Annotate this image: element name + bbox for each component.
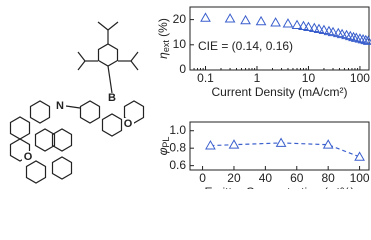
bond (97, 21, 109, 31)
plot-frame (189, 121, 370, 171)
x-tick-label: 60 (290, 171, 304, 185)
triangle-marker (318, 24, 330, 35)
x-tick-label: 40 (259, 171, 273, 185)
y-tick-label: 1.0 (169, 123, 186, 137)
atom-label: B (108, 92, 116, 104)
triangle-marker (348, 31, 359, 42)
x-tick-label: 1 (254, 71, 261, 85)
triangle-marker (344, 30, 356, 41)
y-tick-label: 20 (173, 12, 187, 26)
ring (79, 100, 101, 124)
bond (130, 51, 139, 62)
triangle-marker (298, 20, 309, 31)
triangle-marker (282, 18, 294, 28)
triangle-marker (240, 14, 251, 25)
triangle-marker (224, 13, 236, 23)
triangle-marker (303, 21, 314, 32)
x-tick-label: 20 (227, 171, 241, 185)
ring (29, 100, 51, 124)
ring (51, 156, 73, 180)
x-tick-label: 80 (321, 171, 335, 185)
ring (51, 128, 73, 152)
x-tick-label: 10 (302, 71, 316, 85)
y-axis-label: ηext (%) (156, 18, 171, 59)
y-axis-label-part: η (156, 52, 170, 59)
bond (77, 60, 86, 71)
bond (107, 65, 113, 94)
bond (65, 105, 81, 109)
y-tick-label: 0 (179, 62, 186, 76)
triangle-marker (313, 23, 325, 34)
ring (9, 138, 31, 162)
triangle-marker (322, 139, 334, 149)
ring (97, 43, 119, 67)
y-tick-label: 0.8 (169, 140, 186, 154)
triangle-marker (200, 12, 211, 22)
ring (101, 113, 123, 137)
bond (130, 60, 139, 71)
atom-label: N (56, 100, 64, 112)
triangle-marker (357, 34, 369, 44)
triangle-marker (270, 17, 281, 27)
y-tick-label: 0.6 (169, 158, 186, 172)
triangle-marker (275, 137, 287, 147)
atom-label: O (124, 118, 133, 130)
bond (77, 51, 86, 62)
atom-label: O (24, 151, 33, 163)
annotation: CIE = (0.14, 0.16) (198, 39, 293, 53)
triangle-marker (354, 33, 366, 43)
ring (34, 128, 56, 152)
molecule (9, 21, 145, 184)
triangle-marker (205, 140, 216, 150)
triangle-marker (354, 151, 365, 161)
triangle-marker (228, 139, 240, 149)
x-axis-label: Emitter Concentration (wt%) (204, 185, 354, 189)
x-axis-label: Current Density (mA/cm²) (211, 85, 347, 99)
triangle-marker (291, 19, 303, 30)
x-tick-label: 0 (199, 171, 206, 185)
y-axis-label-part: φ (156, 147, 170, 155)
triangle-marker (362, 35, 371, 45)
y-tick-label: 10 (173, 37, 187, 51)
y-axis-label-part: ext (161, 40, 171, 53)
bond (107, 21, 119, 31)
triangle-marker (327, 26, 339, 37)
y-axis-label-part: (%) (156, 18, 170, 40)
triangle-marker (308, 22, 320, 33)
x-tick-label: 100 (350, 71, 370, 85)
triangle-marker (255, 15, 267, 26)
ring (9, 116, 31, 140)
y-axis-label: φPL (156, 137, 171, 156)
triangle-marker (360, 34, 371, 45)
x-tick-label: 0.1 (197, 71, 214, 85)
x-tick-label: 100 (350, 171, 370, 185)
y-axis-label-part: PL (161, 137, 171, 148)
ring (25, 160, 47, 184)
